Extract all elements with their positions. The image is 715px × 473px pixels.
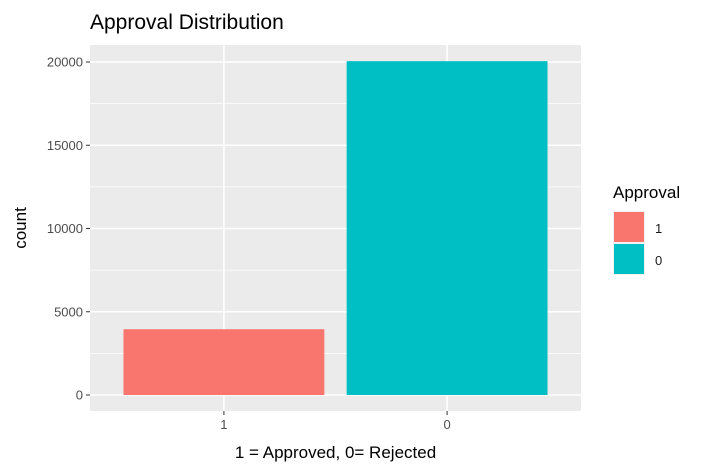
legend-title: Approval — [613, 183, 680, 202]
x-tick-label: 0 — [443, 417, 450, 432]
legend: Approval 10 — [613, 183, 680, 275]
legend-label: 1 — [655, 221, 662, 236]
y-axis-title: count — [11, 207, 30, 249]
chart-title: Approval Distribution — [90, 11, 284, 34]
x-tick-label: 1 — [220, 417, 227, 432]
bar — [123, 329, 325, 395]
y-tick-label: 20000 — [47, 55, 83, 70]
legend-entries: 10 — [613, 211, 662, 275]
legend-swatch — [614, 212, 644, 242]
legend-swatch — [614, 244, 644, 274]
bars — [123, 61, 548, 395]
legend-label: 0 — [655, 253, 662, 268]
x-axis-title: 1 = Approved, 0= Rejected — [235, 443, 436, 462]
y-tick-label: 10000 — [47, 221, 83, 236]
y-axis-ticks: 0 5000 10000 15000 20000 — [47, 55, 90, 403]
y-tick-label: 5000 — [54, 304, 83, 319]
y-tick-label: 0 — [76, 388, 83, 403]
bar — [346, 61, 548, 395]
y-tick-label: 15000 — [47, 138, 83, 153]
